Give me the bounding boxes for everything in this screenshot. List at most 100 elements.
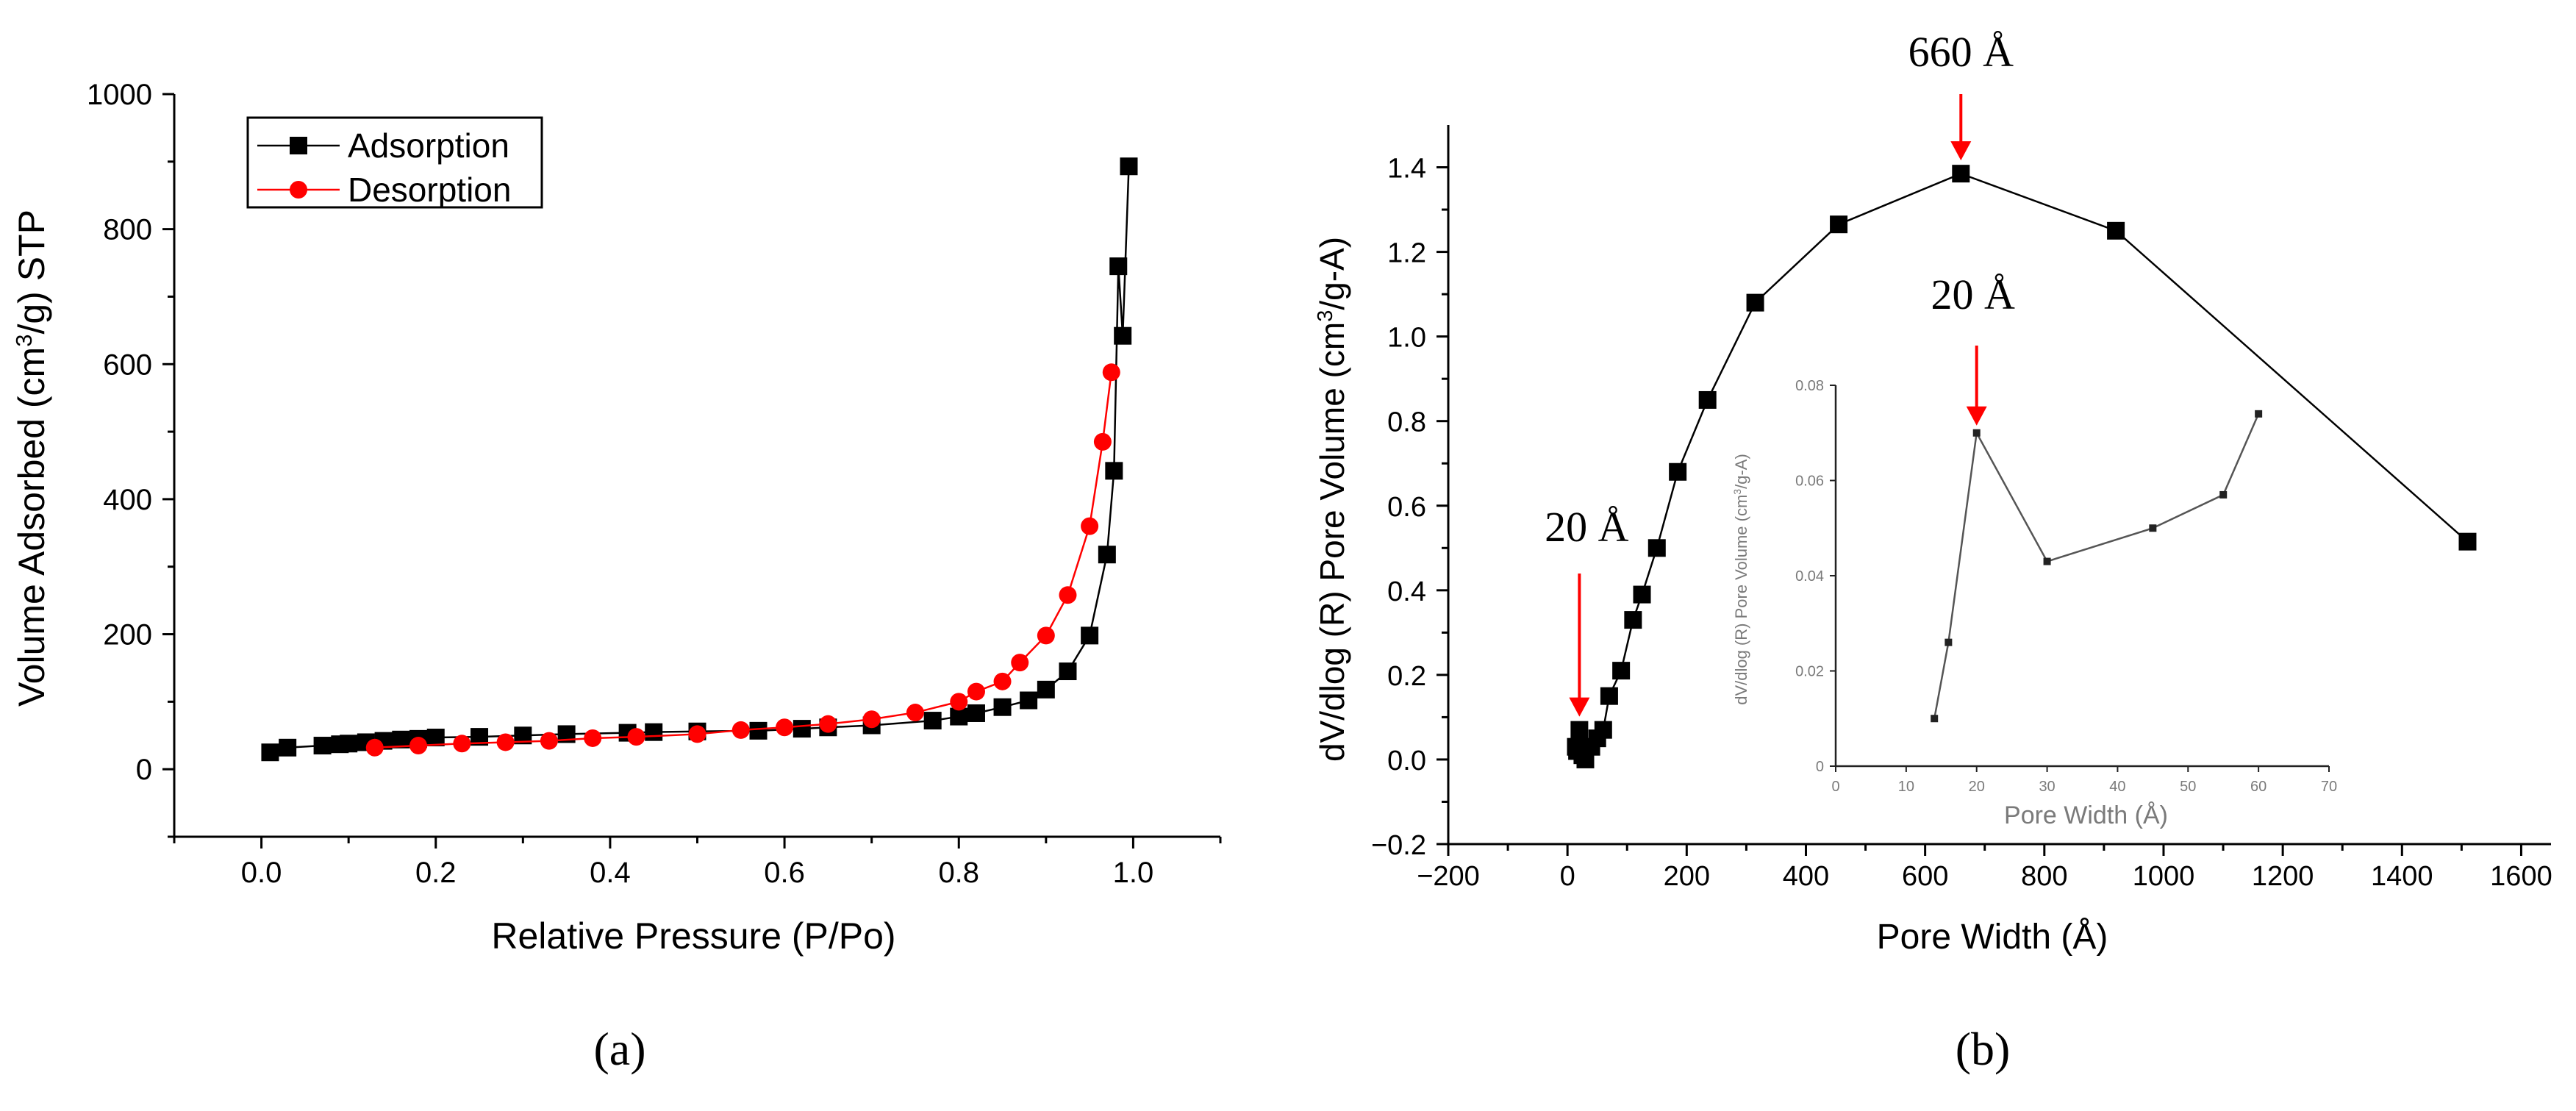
data-point-desorption	[1081, 517, 1099, 535]
inset-data-point	[2149, 524, 2157, 532]
data-point-adsorption	[1109, 257, 1128, 276]
data-point-desorption	[688, 725, 706, 743]
panel-label-a: (a)	[593, 1023, 645, 1075]
data-point-desorption	[496, 733, 515, 751]
inset-x-axis-label: Pore Width (Å)	[2004, 801, 2168, 829]
data-point-desorption	[862, 710, 881, 729]
data-point-adsorption	[1120, 157, 1138, 176]
chart-panel-b: −0.20.00.20.40.60.81.01.21.4−200 0 200 400 6…	[1313, 28, 2552, 1075]
data-point-desorption	[819, 715, 837, 733]
inset-data-point	[2043, 557, 2051, 565]
inset-x-tick-label: 20	[1969, 779, 1985, 795]
data-point-desorption	[906, 704, 924, 722]
inset-y-tick-label: 0.04	[1795, 568, 1824, 585]
data-point	[1612, 662, 1631, 680]
x-tick-label: 1000	[2133, 861, 2195, 892]
annotation-label-660: 660 Å	[1908, 28, 2014, 76]
data-point	[1830, 215, 1848, 234]
y-tick-label: 1.2	[1387, 238, 1426, 269]
x-tick-label: 400	[1783, 861, 1829, 892]
data-point-desorption	[540, 732, 558, 750]
x-tick-label: 0	[1560, 861, 1575, 892]
inset-y-tick-label: 0.02	[1795, 664, 1824, 680]
annotation-label-20: 20 Å	[1545, 503, 1629, 551]
inset-data-point	[2219, 490, 2228, 499]
data-point	[1746, 293, 1764, 312]
x-tick-label: 200	[1664, 861, 1710, 892]
data-point	[1669, 462, 1687, 481]
legend-marker	[290, 181, 307, 199]
data-point	[1570, 721, 1589, 739]
x-tick-label: 0.2	[415, 857, 457, 889]
x-axis-label: Relative Pressure (P/Po)	[491, 915, 895, 957]
y-tick-label: 0.4	[1387, 576, 1426, 607]
data-point	[1600, 687, 1618, 705]
data-point-desorption	[409, 737, 428, 755]
data-point-adsorption	[793, 720, 811, 738]
x-tick-label: 0.6	[764, 857, 805, 889]
data-point-desorption	[627, 728, 645, 746]
x-tick-label: 0.0	[241, 857, 282, 889]
data-point-adsorption	[993, 698, 1012, 716]
inset-data-point	[1972, 429, 1981, 437]
inset-x-tick-label: 0	[1831, 779, 1839, 795]
data-point-adsorption	[279, 738, 297, 757]
x-tick-label: 800	[2021, 861, 2067, 892]
x-axis-label: Pore Width (Å)	[1877, 918, 2108, 957]
x-tick-label: 1.0	[1113, 857, 1154, 889]
data-point-desorption	[776, 718, 794, 737]
annotation-arrow-20-head	[1569, 697, 1590, 717]
y-tick-label: 200	[103, 619, 152, 651]
data-point-adsorption	[1105, 462, 1123, 480]
data-point-desorption	[1093, 432, 1112, 451]
data-point-desorption	[967, 682, 985, 701]
data-point-desorption	[365, 738, 384, 757]
data-point-desorption	[1102, 363, 1120, 382]
inset-x-tick-label: 50	[2180, 779, 2196, 795]
y-tick-label: 1.4	[1387, 154, 1426, 185]
x-tick-label: 0.4	[590, 857, 631, 889]
y-tick-label: 400	[103, 484, 152, 516]
y-tick-label: 0.0	[1387, 746, 1426, 776]
data-point	[1647, 539, 1666, 557]
legend: Adsorption Desorption	[246, 116, 543, 209]
inset-x-tick-label: 30	[2039, 779, 2055, 795]
y-tick-label: 1000	[87, 79, 152, 111]
data-point-adsorption	[923, 712, 942, 730]
data-point-adsorption	[313, 737, 332, 755]
y-axis-label: dV/dlog (R) Pore Volume (cm3/g-A)	[1313, 237, 1351, 762]
data-point-adsorption	[340, 735, 358, 753]
inset-x-tick-label: 10	[1898, 779, 1914, 795]
inset-chart: 0 0.02 0.04 0.06 0.08 0 10 20 30 40 50 60 70 Pore Wid…	[1731, 271, 2337, 829]
legend-label: Adsorption	[348, 126, 509, 165]
data-point-desorption	[993, 672, 1012, 690]
data-point-desorption	[1011, 654, 1029, 672]
x-tick-label: 1600	[2490, 861, 2552, 892]
inset-y-axis-label: dV/dlog (R) Pore Volume (cm3/g-A)	[1731, 454, 1750, 705]
data-point-adsorption	[950, 707, 968, 726]
inset-series-line	[1933, 413, 2260, 719]
data-point	[1698, 390, 1717, 409]
inset-x-tick-label: 40	[2109, 779, 2125, 795]
inset-data-point	[2255, 410, 2263, 418]
x-tick-label: 0.8	[938, 857, 979, 889]
data-point-desorption	[453, 735, 471, 753]
inset-x-tick-label: 70	[2321, 779, 2337, 795]
data-point-adsorption	[1037, 680, 1055, 699]
chart-panel-a: 0 200 400 600 800 1000 0.0 0.2 0.4 0.6 0.8 1.0 Relat…	[11, 79, 1222, 1075]
x-tick-label: −200	[1417, 861, 1480, 892]
legend-marker	[290, 137, 307, 154]
data-point-adsorption	[1059, 662, 1077, 681]
legend-label: Desorption	[348, 171, 511, 209]
y-tick-label: 1.0	[1387, 323, 1426, 354]
x-tick-label: 1200	[2252, 861, 2314, 892]
data-point-adsorption	[645, 723, 663, 741]
data-point-desorption	[1059, 586, 1077, 604]
data-point	[1952, 165, 1970, 183]
series-line-adsorption	[270, 166, 1130, 754]
data-point-desorption	[950, 693, 968, 711]
annotation-arrow-660-head	[1950, 141, 1972, 161]
data-point	[1594, 721, 1612, 739]
data-point-adsorption	[967, 704, 985, 722]
